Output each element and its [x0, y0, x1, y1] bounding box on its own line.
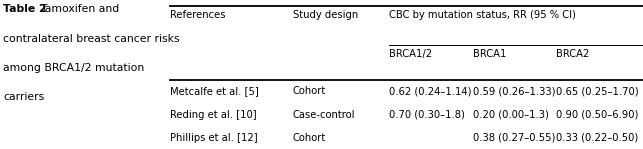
Text: 0.59 (0.26–1.33): 0.59 (0.26–1.33) — [473, 86, 555, 96]
Text: BRCA2: BRCA2 — [556, 49, 590, 59]
Text: Phillips et al. [12]: Phillips et al. [12] — [170, 133, 258, 143]
Text: Study design: Study design — [293, 10, 358, 20]
Text: BRCA1: BRCA1 — [473, 49, 506, 59]
Text: CBC by mutation status, RR (95 % CI): CBC by mutation status, RR (95 % CI) — [389, 10, 576, 20]
Text: 0.70 (0.30–1.8): 0.70 (0.30–1.8) — [389, 110, 465, 119]
Text: 0.65 (0.25–1.70): 0.65 (0.25–1.70) — [556, 86, 638, 96]
Text: 0.90 (0.50–6.90): 0.90 (0.50–6.90) — [556, 110, 638, 119]
Text: among BRCA1/2 mutation: among BRCA1/2 mutation — [3, 63, 145, 73]
Text: carriers: carriers — [3, 92, 44, 102]
Text: Tamoxifen and: Tamoxifen and — [40, 4, 119, 14]
Text: contralateral breast cancer risks: contralateral breast cancer risks — [3, 34, 180, 44]
Text: Reding et al. [10]: Reding et al. [10] — [170, 110, 257, 119]
Text: 0.38 (0.27–0.55): 0.38 (0.27–0.55) — [473, 133, 555, 143]
Text: Case-control: Case-control — [293, 110, 355, 119]
Text: BRCA1/2: BRCA1/2 — [389, 49, 432, 59]
Text: Table 2: Table 2 — [3, 4, 47, 14]
Text: Cohort: Cohort — [293, 86, 326, 96]
Text: Cohort: Cohort — [293, 133, 326, 143]
Text: 0.62 (0.24–1.14): 0.62 (0.24–1.14) — [389, 86, 471, 96]
Text: References: References — [170, 10, 226, 20]
Text: Metcalfe et al. [5]: Metcalfe et al. [5] — [170, 86, 259, 96]
Text: 0.33 (0.22–0.50): 0.33 (0.22–0.50) — [556, 133, 638, 143]
Text: 0.20 (0.00–1.3): 0.20 (0.00–1.3) — [473, 110, 548, 119]
